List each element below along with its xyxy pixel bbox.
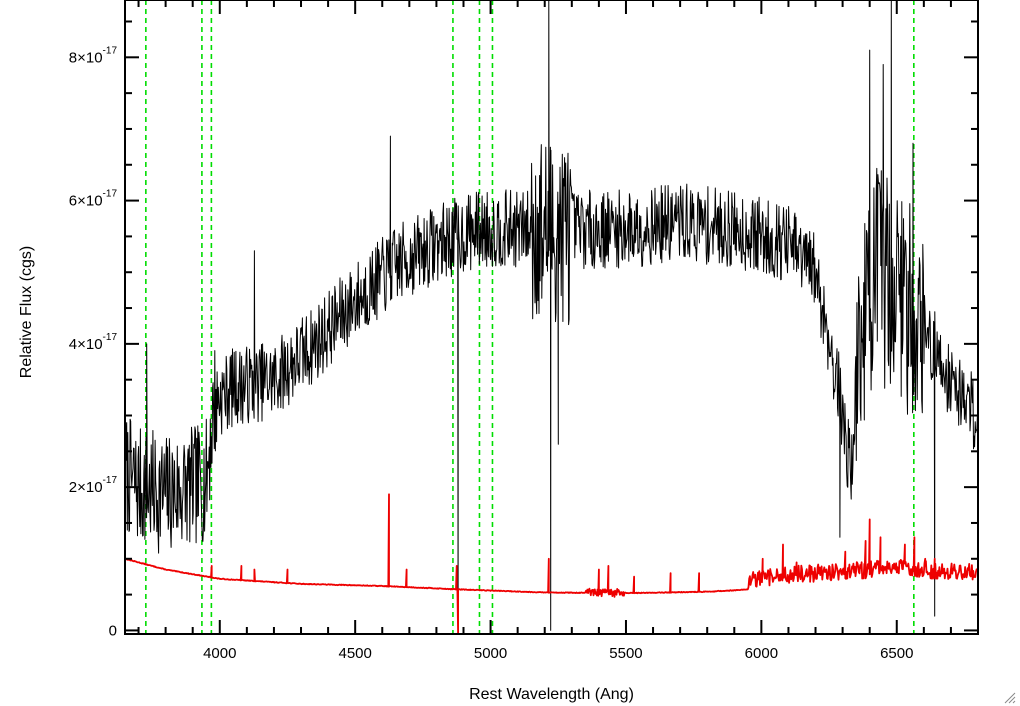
observed-spectrum-line xyxy=(124,0,978,631)
x-tick-label: 4000 xyxy=(203,645,236,662)
y-tick-label: 4×10-17 xyxy=(69,332,118,353)
model-spectrum-line xyxy=(124,493,979,635)
x-tick-label: 5000 xyxy=(474,645,507,662)
y-tick-label: 0 xyxy=(109,622,117,639)
resize-grip-icon[interactable] xyxy=(1004,692,1016,704)
y-axis-label: Relative Flux (cgs) xyxy=(18,246,35,378)
reference-lines xyxy=(145,0,915,634)
spectrum-series xyxy=(124,0,979,635)
x-tick-label: 6500 xyxy=(880,645,913,662)
y-tick-label: 2×10-17 xyxy=(69,475,118,496)
x-tick-label: 4500 xyxy=(338,645,371,662)
x-tick-label: 6000 xyxy=(745,645,778,662)
x-tick-label: 5500 xyxy=(609,645,642,662)
axis-ticks xyxy=(125,0,979,634)
y-tick-label: 8×10-17 xyxy=(69,45,118,66)
x-axis-label: Rest Wavelength (Ang) xyxy=(469,686,634,703)
y-tick-label: 6×10-17 xyxy=(69,189,118,210)
tick-labels: 4000 4500 5000 5500 6000 6500 0 2×10-17 4×10-17 6… xyxy=(69,45,914,662)
plot-frame xyxy=(124,0,979,635)
